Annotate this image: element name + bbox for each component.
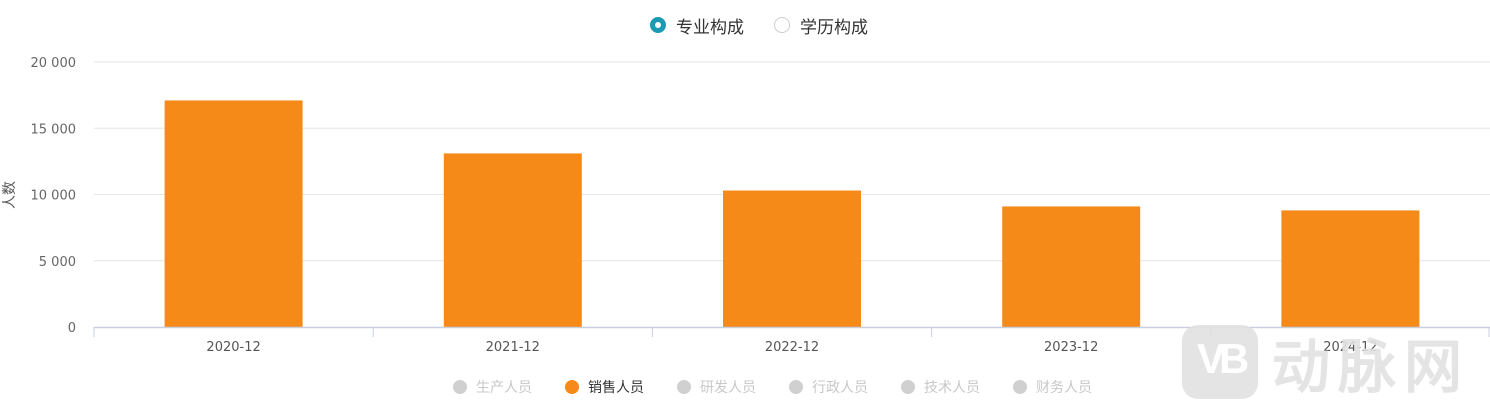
legend-dot-icon <box>1013 380 1027 394</box>
x-tick-label: 2022-12 <box>765 340 819 355</box>
x-tick-label: 2020-12 <box>206 340 260 355</box>
legend-item-technical[interactable]: 技术人员 <box>901 376 980 398</box>
y-tick-label: 5 000 <box>39 255 76 270</box>
y-tick-label: 20 000 <box>31 56 77 71</box>
radio-unselected-icon <box>774 17 790 33</box>
legend-label: 技术人员 <box>924 380 980 396</box>
composition-toggle: 专业构成 学历构成 <box>0 12 1490 38</box>
bar-2020-12[interactable] <box>164 100 303 327</box>
legend: 生产人员 销售人员 研发人员 行政人员 技术人员 财务人员 <box>0 376 1490 398</box>
y-tick-label: 0 <box>68 321 76 336</box>
y-axis-label: 人数 <box>2 181 18 209</box>
radio-selected-icon <box>650 17 666 33</box>
bar-2024-12[interactable] <box>1281 210 1420 327</box>
watermark: VB 动脉网 <box>1182 322 1470 402</box>
legend-dot-icon <box>565 380 579 394</box>
x-tick-label: 2023-12 <box>1044 340 1098 355</box>
y-axis: 0 5 000 10 000 15 000 20 000 <box>31 56 77 336</box>
bar-2021-12[interactable] <box>443 153 582 327</box>
legend-label: 财务人员 <box>1036 380 1092 396</box>
y-tick-label: 10 000 <box>31 189 77 204</box>
legend-dot-icon <box>789 380 803 394</box>
watermark-text: 动脉网 <box>1272 333 1471 401</box>
legend-label: 销售人员 <box>588 380 644 396</box>
legend-dot-icon <box>901 380 915 394</box>
toggle-major-composition[interactable]: 专业构成 <box>650 12 744 38</box>
legend-item-rnd[interactable]: 研发人员 <box>677 376 756 398</box>
x-tick-label: 2024-12 <box>1323 340 1377 355</box>
legend-item-production[interactable]: 生产人员 <box>453 376 532 398</box>
legend-label: 研发人员 <box>700 380 756 396</box>
legend-label: 行政人员 <box>812 380 868 396</box>
y-tick-label: 15 000 <box>31 122 77 137</box>
x-tick-label: 2021-12 <box>486 340 540 355</box>
toggle-label: 专业构成 <box>676 17 744 38</box>
legend-item-sales[interactable]: 销售人员 <box>565 376 644 398</box>
bars <box>164 100 1420 327</box>
bar-2023-12[interactable] <box>1002 206 1141 327</box>
toggle-education-composition[interactable]: 学历构成 <box>774 12 868 38</box>
x-axis: 2020-12 2021-12 2022-12 2023-12 2024-12 <box>93 326 1490 355</box>
legend-dot-icon <box>677 380 691 394</box>
watermark-logo-icon: VB <box>1182 325 1258 399</box>
toggle-label: 学历构成 <box>800 17 868 38</box>
legend-item-admin[interactable]: 行政人员 <box>789 376 868 398</box>
legend-item-finance[interactable]: 财务人员 <box>1013 376 1092 398</box>
bar-2022-12[interactable] <box>723 190 861 327</box>
legend-dot-icon <box>453 380 467 394</box>
legend-label: 生产人员 <box>476 380 532 396</box>
